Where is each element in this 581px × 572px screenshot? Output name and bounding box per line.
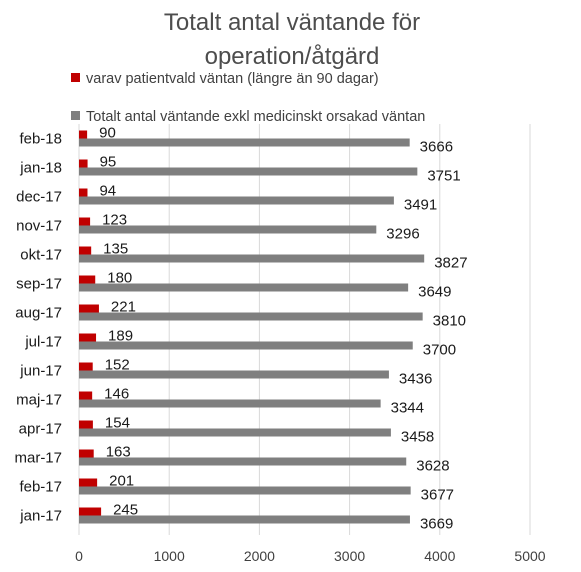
category-label: apr-17 bbox=[19, 421, 62, 438]
data-label-totalt: 3628 bbox=[416, 458, 449, 475]
data-label-patientvald: 245 bbox=[113, 502, 138, 519]
data-label-totalt: 3344 bbox=[391, 400, 424, 417]
legend-swatch-totalt bbox=[71, 111, 80, 120]
bar-totalt bbox=[79, 428, 391, 437]
data-label-totalt: 3666 bbox=[420, 139, 453, 156]
data-label-totalt: 3491 bbox=[404, 197, 437, 214]
category-label: jun-17 bbox=[19, 363, 62, 380]
data-label-patientvald: 154 bbox=[105, 415, 130, 432]
bar-totalt bbox=[79, 370, 389, 379]
data-labels: 90 3666 95 3751 94 3491 123 3296 135 3827 180 3649 2… bbox=[99, 125, 467, 533]
data-label-patientvald: 163 bbox=[106, 444, 131, 461]
category-label: sep-17 bbox=[16, 276, 62, 293]
legend: varav patientvald väntan (längre än 90 d… bbox=[71, 71, 425, 125]
category-label: nov-17 bbox=[16, 218, 62, 235]
bar-patientvald bbox=[79, 304, 99, 313]
bar-totalt bbox=[79, 283, 409, 292]
data-label-patientvald: 152 bbox=[105, 357, 130, 374]
data-label-totalt: 3296 bbox=[386, 226, 419, 243]
data-label-patientvald: 95 bbox=[100, 154, 117, 171]
data-label-patientvald: 123 bbox=[102, 212, 127, 229]
x-tick-label: 3000 bbox=[334, 548, 365, 564]
x-tick-label: 2000 bbox=[244, 548, 275, 564]
data-label-patientvald: 90 bbox=[99, 125, 116, 142]
bar-totalt bbox=[79, 254, 425, 263]
category-label: jan-17 bbox=[19, 508, 62, 525]
legend-label-patientvald: varav patientvald väntan (längre än 90 d… bbox=[86, 71, 379, 87]
bar-totalt bbox=[79, 457, 407, 466]
category-labels: feb-18 jan-18 dec-17 nov-17 okt-17 sep-17 aug-… bbox=[14, 131, 62, 525]
x-tick-label: 5000 bbox=[514, 548, 545, 564]
data-label-patientvald: 201 bbox=[109, 473, 134, 490]
data-label-totalt: 3751 bbox=[427, 168, 460, 185]
bar-patientvald bbox=[79, 188, 88, 197]
data-label-patientvald: 146 bbox=[104, 386, 129, 403]
bar-patientvald bbox=[79, 159, 88, 168]
data-label-totalt: 3700 bbox=[423, 342, 456, 359]
category-label: mar-17 bbox=[14, 450, 62, 467]
category-label: maj-17 bbox=[16, 392, 62, 409]
legend-label-totalt: Totalt antal väntande exkl medicinskt or… bbox=[86, 109, 425, 125]
category-label: feb-18 bbox=[19, 131, 62, 148]
data-label-totalt: 3810 bbox=[433, 313, 466, 330]
bar-totalt bbox=[79, 196, 394, 205]
bar-totalt bbox=[79, 486, 411, 495]
legend-swatch-patientvald bbox=[71, 73, 80, 82]
bar-totalt bbox=[79, 515, 410, 524]
data-label-patientvald: 180 bbox=[107, 270, 132, 287]
bar-patientvald bbox=[79, 449, 94, 458]
category-label: jul-17 bbox=[24, 334, 62, 351]
bar-totalt bbox=[79, 312, 423, 321]
bar-patientvald bbox=[79, 478, 98, 487]
data-label-totalt: 3677 bbox=[421, 487, 454, 504]
chart-title-line-1: Totalt antal väntande för bbox=[164, 9, 420, 36]
bars bbox=[79, 130, 425, 524]
data-label-totalt: 3436 bbox=[399, 371, 432, 388]
bar-totalt bbox=[79, 341, 413, 350]
category-label: feb-17 bbox=[19, 479, 62, 496]
bar-patientvald bbox=[79, 217, 91, 226]
bar-patientvald bbox=[79, 391, 93, 400]
x-tick-label: 4000 bbox=[424, 548, 455, 564]
bar-patientvald bbox=[79, 362, 93, 371]
bar-totalt bbox=[79, 167, 418, 176]
bar-patientvald bbox=[79, 420, 93, 429]
data-label-totalt: 3827 bbox=[434, 255, 467, 272]
category-label: jan-18 bbox=[19, 160, 62, 177]
x-tick-label: 0 bbox=[75, 548, 83, 564]
x-axis-tick-labels: 0 1000 2000 3000 4000 5000 bbox=[75, 548, 546, 564]
data-label-patientvald: 94 bbox=[99, 183, 116, 200]
data-label-totalt: 3458 bbox=[401, 429, 434, 446]
bar-patientvald bbox=[79, 275, 96, 284]
bar-patientvald bbox=[79, 246, 92, 255]
bar-totalt bbox=[79, 225, 377, 234]
chart-title-line-2: operation/åtgärd bbox=[205, 43, 380, 70]
data-label-totalt: 3649 bbox=[418, 284, 451, 301]
bar-patientvald bbox=[79, 130, 88, 139]
bar-patientvald bbox=[79, 333, 97, 342]
bar-patientvald bbox=[79, 507, 102, 516]
gridlines bbox=[78, 124, 531, 535]
category-label: dec-17 bbox=[16, 189, 62, 206]
data-label-patientvald: 189 bbox=[108, 328, 133, 345]
x-tick-label: 1000 bbox=[154, 548, 185, 564]
data-label-totalt: 3669 bbox=[420, 516, 453, 533]
data-label-patientvald: 135 bbox=[103, 241, 128, 258]
bar-totalt bbox=[79, 138, 410, 147]
category-label: aug-17 bbox=[15, 305, 62, 322]
bar-totalt bbox=[79, 399, 381, 408]
data-label-patientvald: 221 bbox=[111, 299, 136, 316]
category-label: okt-17 bbox=[20, 247, 62, 264]
